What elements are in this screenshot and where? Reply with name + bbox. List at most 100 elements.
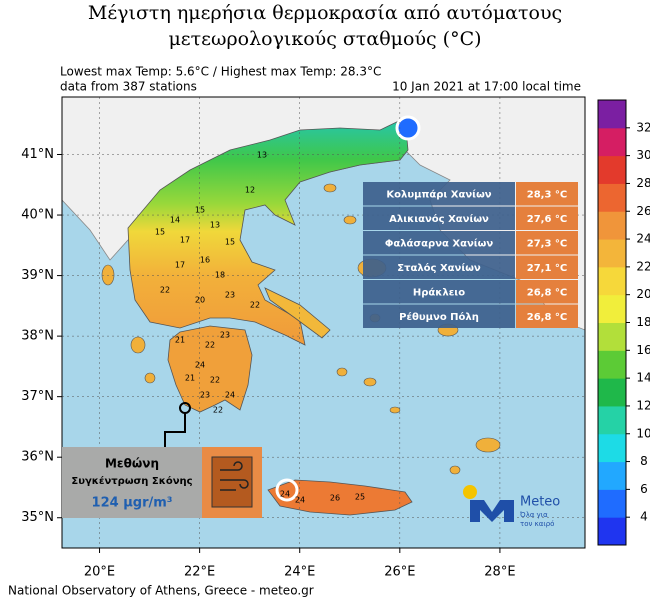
lat-label: 40°N (21, 208, 54, 223)
station-name: Κολυμπάρι Χανίων (386, 188, 491, 200)
footer: National Observatory of Athens, Greece -… (8, 584, 314, 598)
station-value: 24 (225, 391, 235, 400)
colorbar-label: 24 (636, 232, 650, 246)
colorbar-band (598, 433, 626, 463)
colorbar-band (598, 183, 626, 212)
lon-label: 22°E (184, 565, 215, 580)
station-name-cell (363, 231, 515, 255)
lon-label: 26°E (384, 565, 415, 580)
logo-slogan: τον καιρό (520, 520, 554, 528)
station-value: 13 (257, 151, 267, 160)
dust-box: Μεθώνη Συγκέντρωση Σκόνης 124 μgr/m³ (62, 447, 262, 518)
dust-marker (395, 115, 421, 141)
station-value: 18 (215, 271, 225, 280)
map-frame (61, 96, 586, 549)
colorbar-label: 16 (636, 343, 650, 357)
logo-mark (470, 500, 514, 522)
colorbar-band (598, 350, 626, 379)
colorbar-band (598, 155, 626, 184)
lat-label: 35°N (21, 510, 54, 525)
station-value-cell (516, 255, 578, 279)
colorbar-band (598, 322, 626, 351)
logo: Meteo Όλα για τον καιρό (463, 485, 560, 528)
station-value: 22 (205, 341, 215, 350)
title: Μέγιστη ημερήσια θερμοκρασία από αυτόματ… (88, 2, 562, 24)
lat-label: 41°N (21, 147, 54, 162)
colorbar-label: 4 (640, 510, 648, 524)
colorbar-label: 12 (636, 398, 650, 412)
lon-label: 20°E (84, 565, 115, 580)
dust-panel (62, 447, 202, 518)
station-value: 14 (170, 216, 180, 225)
station-name-cell (363, 255, 515, 279)
station-value: 23 (225, 291, 235, 300)
colorbar-label: 28 (636, 176, 650, 190)
logo-name: Meteo (520, 495, 560, 510)
station-temp: 28,3 °C (527, 189, 568, 200)
station-value: 26 (330, 494, 340, 503)
station-value-cell (516, 231, 578, 255)
dust-icon (211, 456, 253, 508)
colorbar-label: 30 (636, 148, 650, 162)
station-value: 22 (213, 406, 223, 415)
lat-label: 39°N (21, 268, 54, 283)
station-value: 22 (160, 286, 170, 295)
station-value: 15 (225, 238, 235, 247)
station-value: 16 (200, 256, 210, 265)
colorbar-label: 10 (636, 426, 650, 440)
colorbar-label: 26 (636, 204, 650, 218)
colorbar-band (598, 100, 626, 129)
timestamp: 10 Jan 2021 at 17:00 local time (392, 80, 581, 94)
lon-label: 28°E (484, 565, 515, 580)
station-name-cell (363, 304, 515, 328)
dust-label: Συγκέντρωση Σκόνης (71, 475, 192, 487)
colorbar-label: 32 (636, 120, 650, 134)
dust-marker (275, 478, 299, 502)
station-value: 15 (195, 206, 205, 215)
station-name-cell (363, 280, 515, 304)
station-value: 24 (195, 361, 205, 370)
colorbar-band (598, 461, 626, 490)
station-value: 17 (175, 261, 185, 270)
colorbar-band (598, 239, 626, 268)
station-value: 25 (355, 493, 365, 502)
colorbar-label: 6 (640, 482, 648, 496)
station-temp: 27,1 °C (527, 263, 568, 274)
evia (264, 287, 331, 339)
dust-icon (220, 461, 249, 491)
logo-slogan: Όλα για (519, 511, 548, 519)
station-value-cell (516, 182, 578, 206)
station-value-cell (516, 206, 578, 230)
station-value: 23 (220, 331, 230, 340)
station-name: Ρέθυμνο Πόλη (399, 311, 479, 323)
station-value: 12 (245, 186, 255, 195)
colorbar-band (598, 489, 626, 518)
dust-value: 124 μgr/m³ (92, 496, 173, 511)
crete (267, 479, 413, 516)
station-value: 21 (185, 374, 195, 383)
greece-mainland (127, 117, 409, 346)
station-name: Φαλάσαρνα Χανίων (385, 237, 494, 249)
station-value: 22 (250, 301, 260, 310)
colorbar-label: 22 (636, 259, 650, 273)
logo-sun (463, 485, 477, 499)
colorbar-band (598, 378, 626, 407)
colorbar-band (598, 266, 626, 296)
lat-label: 37°N (21, 389, 54, 404)
colorbar-band (598, 211, 626, 240)
station-name: Ηράκλειο (413, 286, 465, 298)
info: Lowest max Temp: 5.6°C / Highest max Tem… (60, 65, 381, 79)
colorbar-label: 20 (636, 287, 650, 301)
station-value: 21 (175, 336, 185, 345)
station-value: 24 (295, 496, 305, 505)
title: μετεωρολογικούς σταθμούς (°C) (168, 28, 481, 50)
lat-label: 38°N (21, 329, 54, 344)
station-temp: 26,8 °C (527, 312, 568, 323)
peloponnese (167, 325, 253, 413)
colorbar-band (598, 405, 626, 435)
station-value: 22 (210, 376, 220, 385)
colorbar-label: 8 (640, 454, 648, 468)
colorbar-label: 14 (636, 371, 650, 385)
colorbar-band (598, 294, 626, 323)
